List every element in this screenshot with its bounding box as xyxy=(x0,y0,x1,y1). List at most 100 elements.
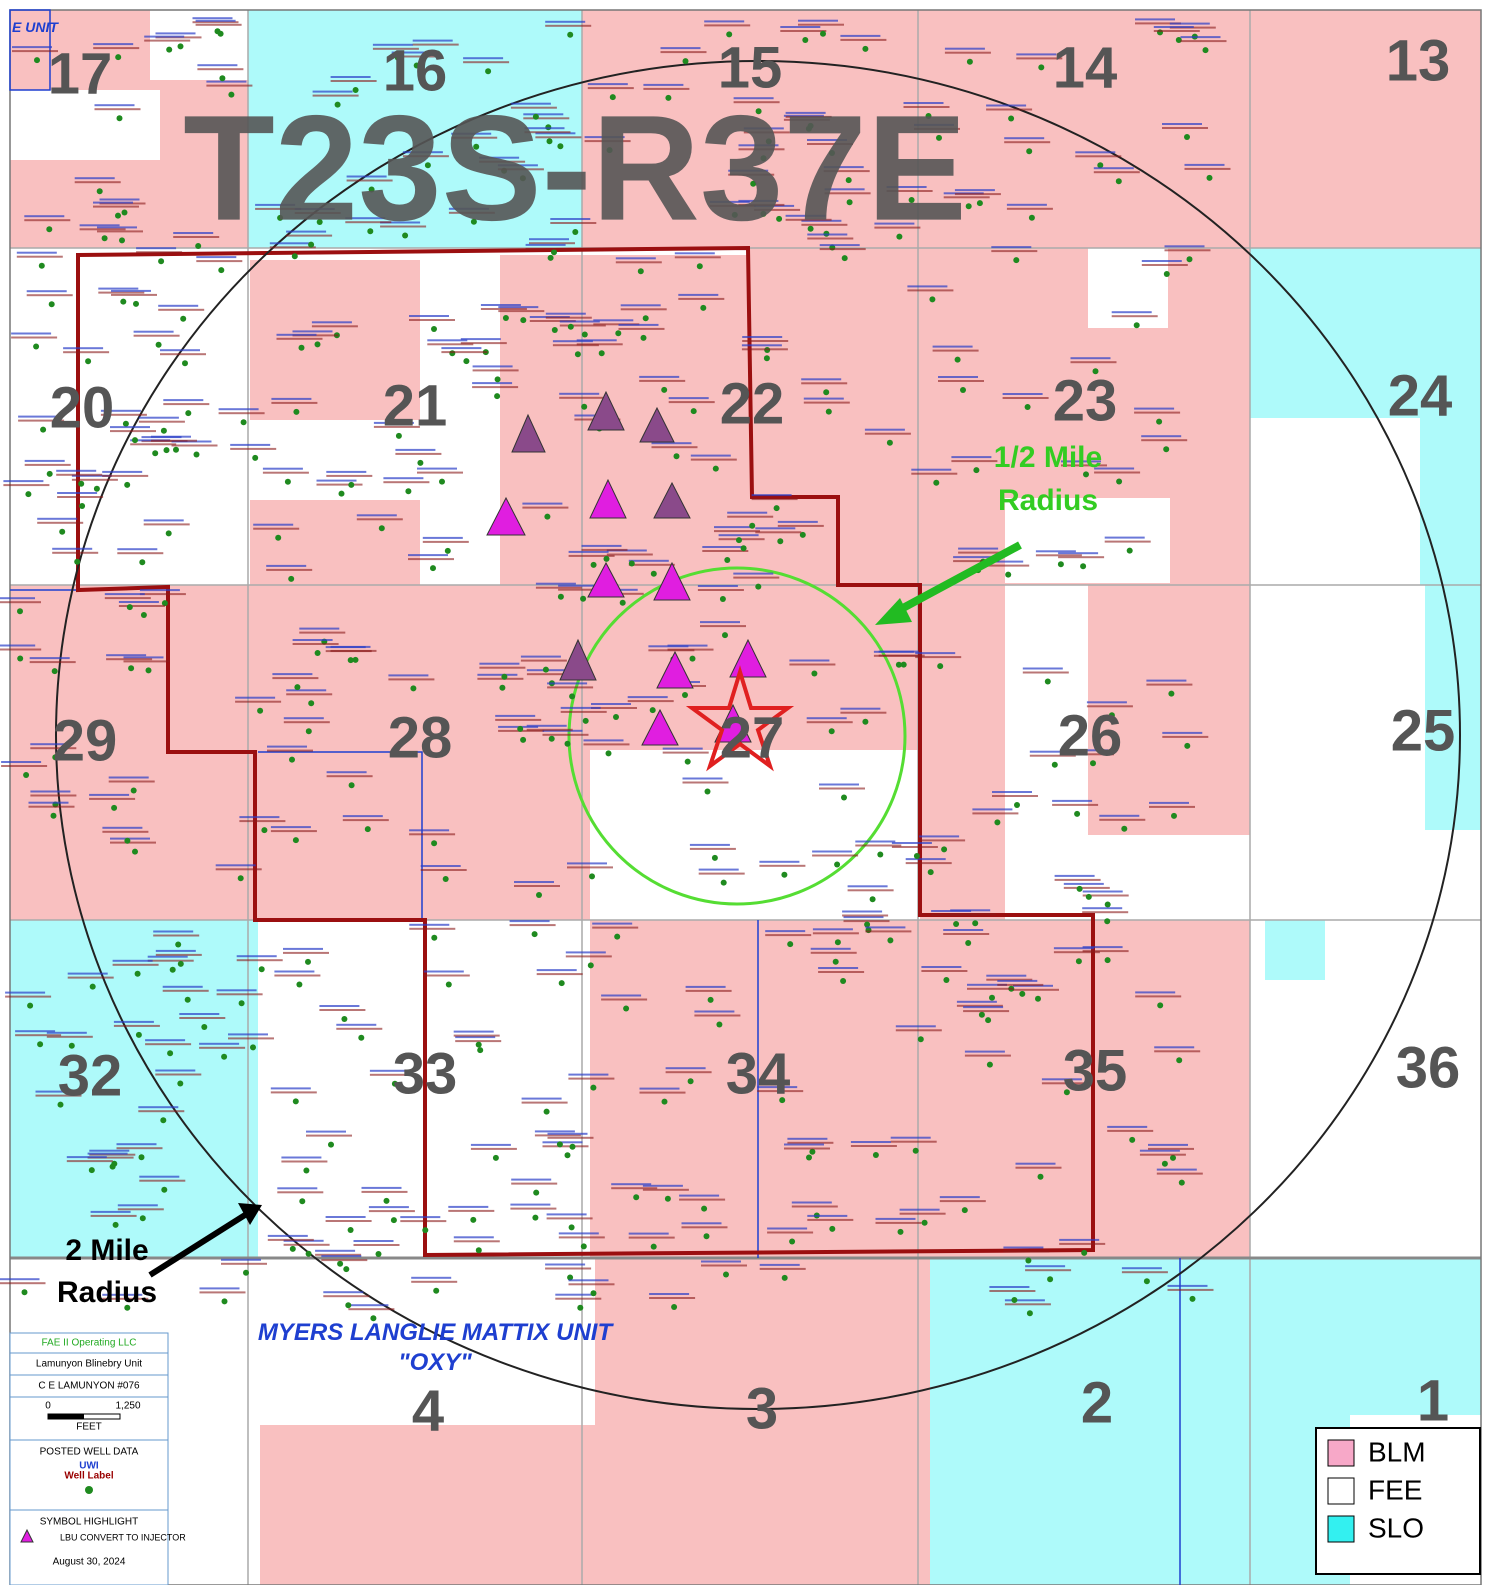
well-label xyxy=(840,708,880,710)
well xyxy=(501,674,507,680)
well-label xyxy=(848,889,894,891)
well-label xyxy=(566,951,606,953)
well xyxy=(194,452,200,458)
well-label xyxy=(272,677,318,679)
well-label xyxy=(759,865,805,867)
well xyxy=(177,1081,183,1087)
well-label xyxy=(106,654,146,656)
well-label xyxy=(75,177,115,179)
well-label xyxy=(545,25,591,27)
well xyxy=(1144,1278,1150,1284)
section-label: 3 xyxy=(746,1376,778,1441)
well xyxy=(887,440,893,446)
operator: "OXY" xyxy=(398,1349,472,1376)
well-label xyxy=(640,1088,680,1090)
well-label xyxy=(611,1187,657,1189)
well-label xyxy=(611,1183,651,1185)
well-label xyxy=(789,660,829,662)
well-label xyxy=(938,376,978,378)
well-label xyxy=(286,693,332,695)
well xyxy=(570,1144,576,1150)
well-label xyxy=(704,20,744,22)
well xyxy=(23,772,29,778)
well-label xyxy=(105,593,145,595)
well-label xyxy=(88,1153,128,1155)
well-label xyxy=(628,700,674,702)
well-label xyxy=(547,1213,587,1215)
section-label: 21 xyxy=(383,373,448,438)
well xyxy=(749,523,755,529)
well xyxy=(1162,1161,1168,1167)
well-label xyxy=(336,1024,376,1026)
well-label xyxy=(138,1110,184,1112)
well xyxy=(430,565,436,571)
well-label xyxy=(72,479,118,481)
well-label xyxy=(678,298,724,300)
well xyxy=(651,571,657,577)
well-label xyxy=(263,468,303,470)
well-label xyxy=(395,449,435,451)
well-label xyxy=(138,1106,178,1108)
well-label xyxy=(67,1160,113,1162)
well xyxy=(337,1261,343,1267)
well-label xyxy=(607,554,653,556)
well-label xyxy=(619,324,659,326)
well-label xyxy=(477,674,517,676)
well xyxy=(89,1167,95,1173)
well-label xyxy=(56,470,96,472)
well-label xyxy=(522,507,568,509)
well-label xyxy=(555,1294,595,1296)
well-label xyxy=(56,474,102,476)
well-label xyxy=(1165,245,1205,247)
well-label xyxy=(1105,541,1151,543)
well xyxy=(977,200,983,206)
well-label xyxy=(326,1216,366,1218)
well xyxy=(581,404,587,410)
well-label xyxy=(216,864,256,866)
well-label xyxy=(683,778,723,780)
well-label xyxy=(891,1141,937,1143)
well xyxy=(953,921,959,927)
well-label xyxy=(411,1281,457,1283)
well-label xyxy=(97,226,137,228)
well xyxy=(446,982,452,988)
well-label xyxy=(228,1037,274,1039)
well-label xyxy=(454,1236,494,1238)
section-label: 28 xyxy=(388,705,453,770)
well xyxy=(517,726,523,732)
posted-label: POSTED WELL DATA xyxy=(40,1447,139,1458)
well-label xyxy=(1099,815,1139,817)
annotation: 1/2 Mile xyxy=(994,441,1102,474)
well-label xyxy=(221,1259,261,1261)
well-label xyxy=(865,926,905,928)
well-label xyxy=(109,777,149,779)
well-label xyxy=(148,956,188,958)
well xyxy=(119,237,125,243)
well-label xyxy=(219,412,265,414)
well-label xyxy=(819,788,865,790)
well xyxy=(820,31,826,37)
well-label xyxy=(383,481,429,483)
well-label xyxy=(569,1279,609,1281)
well-label xyxy=(139,1176,179,1178)
well xyxy=(358,1035,364,1041)
well xyxy=(591,1290,597,1296)
well-label xyxy=(561,707,601,709)
well-label xyxy=(699,869,739,871)
well xyxy=(431,935,437,941)
well xyxy=(410,685,416,691)
well xyxy=(985,1017,991,1023)
well-label xyxy=(95,108,141,110)
well xyxy=(683,58,689,64)
well xyxy=(132,437,138,443)
well-label xyxy=(760,1268,806,1270)
well-label xyxy=(951,456,991,458)
well-label xyxy=(545,1264,585,1266)
well-label xyxy=(217,989,257,991)
well-label xyxy=(742,348,788,350)
well xyxy=(873,1152,879,1158)
well-label xyxy=(119,605,165,607)
well-label xyxy=(535,1130,575,1132)
well-label xyxy=(640,1092,686,1094)
legend-label: FEE xyxy=(1368,1474,1422,1505)
